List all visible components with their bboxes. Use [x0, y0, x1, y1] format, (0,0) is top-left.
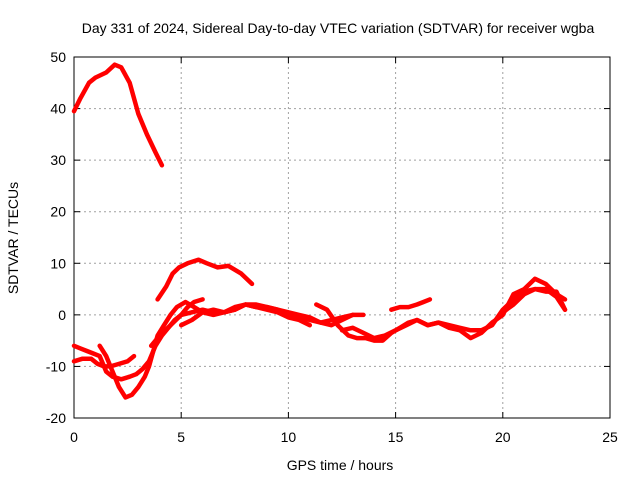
series-line-arc-2	[155, 257, 255, 302]
y-tick-label: 10	[50, 255, 66, 271]
x-tick-label: 25	[602, 429, 618, 445]
x-tick-label: 15	[388, 429, 404, 445]
series-line-arc-5	[97, 299, 313, 400]
plot-frame	[73, 56, 611, 419]
x-tick-label: 5	[177, 429, 185, 445]
axis-ticks: 0 5 10 15 20 25 -20 -10 0 10 20 30 40 50	[46, 49, 618, 445]
series-line-arc-10	[389, 297, 433, 312]
y-tick-label: -10	[46, 358, 66, 374]
series-layer	[71, 62, 568, 400]
x-tick-label: 10	[281, 429, 297, 445]
series-line-arc-8	[314, 276, 568, 343]
x-tick-label: 0	[70, 429, 78, 445]
series-line-arc-11	[500, 286, 568, 315]
series-line-arc-1	[71, 62, 165, 168]
y-tick-label: -20	[46, 410, 66, 426]
grid-lines	[74, 57, 610, 418]
x-tick-label: 20	[495, 429, 511, 445]
y-tick-label: 20	[50, 204, 66, 220]
y-tick-label: 30	[50, 152, 66, 168]
series-line-arc-4	[71, 353, 137, 369]
x-axis-label: GPS time / hours	[287, 457, 394, 473]
series-line-arc-3	[71, 297, 205, 382]
chart-title: Day 331 of 2024, Sidereal Day-to-day VTE…	[82, 20, 595, 36]
y-tick-label: 40	[50, 101, 66, 117]
y-tick-label: 0	[58, 307, 66, 323]
y-tick-label: 50	[50, 49, 66, 65]
y-axis-label: SDTVAR / TECUs	[5, 182, 21, 294]
